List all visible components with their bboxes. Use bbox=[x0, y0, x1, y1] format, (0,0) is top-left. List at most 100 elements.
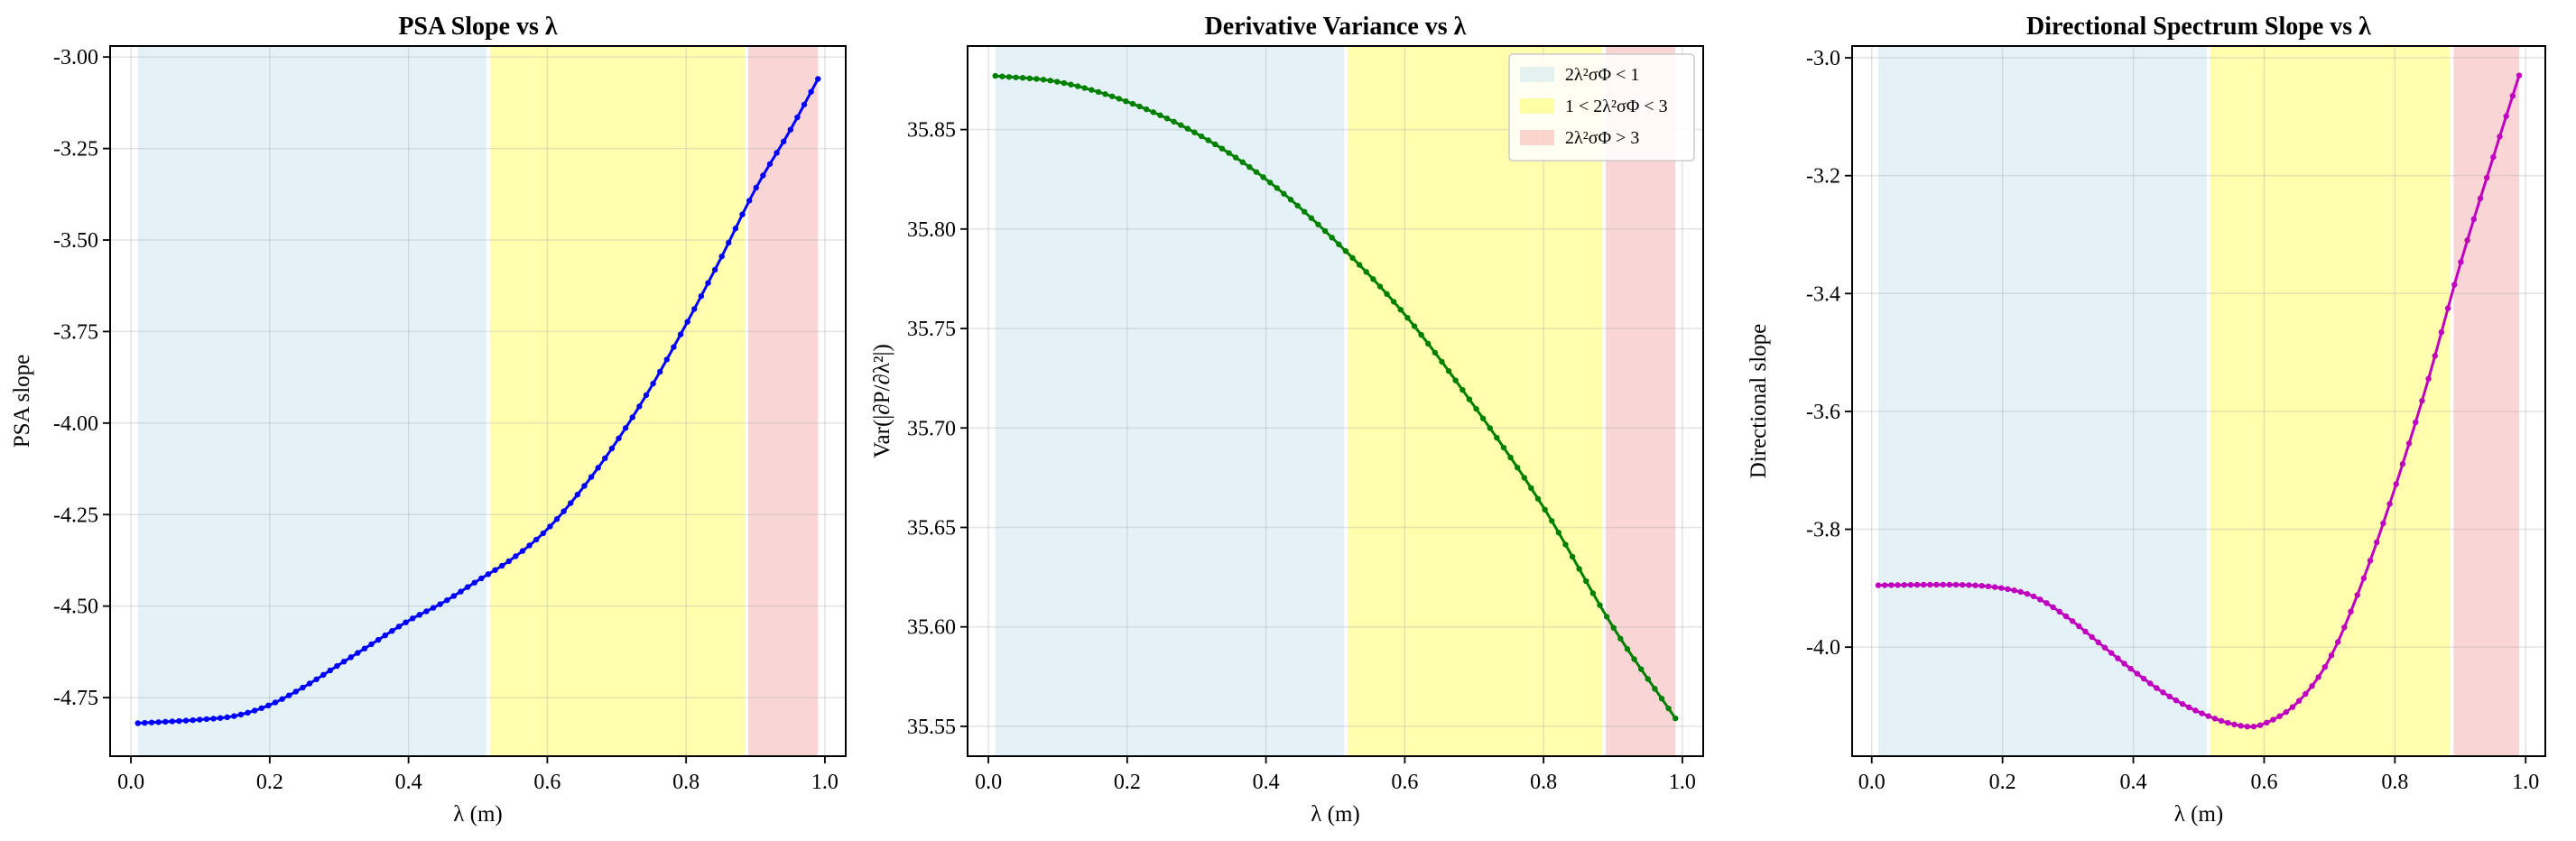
series-marker bbox=[1026, 75, 1033, 82]
series-marker bbox=[1349, 254, 1356, 262]
series-marker bbox=[2082, 628, 2089, 635]
y-tick-label: 35.80 bbox=[907, 218, 956, 242]
series-marker bbox=[1583, 578, 1589, 585]
legend-swatch bbox=[1520, 98, 1554, 114]
series-marker bbox=[2147, 680, 2154, 687]
series-marker bbox=[1494, 434, 1500, 441]
series-marker bbox=[1054, 79, 1061, 85]
series-marker bbox=[1658, 695, 1665, 702]
series-marker bbox=[574, 491, 581, 498]
series-marker bbox=[1603, 614, 1610, 620]
y-axis-label: Var(|∂P/∂λ²|) bbox=[870, 344, 894, 458]
series-marker bbox=[1617, 635, 1624, 642]
series-marker bbox=[169, 718, 176, 725]
y-tick-label: 35.75 bbox=[907, 318, 956, 341]
x-tick-label: 0.8 bbox=[1530, 771, 1557, 794]
series-marker bbox=[1425, 340, 1432, 347]
series-marker bbox=[718, 253, 725, 260]
series-marker bbox=[1260, 174, 1266, 180]
series-marker bbox=[1129, 100, 1136, 107]
series-marker bbox=[1376, 283, 1384, 290]
series-marker bbox=[485, 571, 492, 578]
series-marker bbox=[1507, 454, 1514, 461]
series-marker bbox=[2231, 721, 2238, 728]
x-tick-label: 1.0 bbox=[811, 771, 839, 794]
series-marker bbox=[2037, 596, 2043, 603]
series-marker bbox=[279, 696, 285, 702]
series-marker bbox=[2211, 716, 2219, 722]
series-marker bbox=[2399, 461, 2406, 467]
series-marker bbox=[1302, 208, 1308, 215]
series-marker bbox=[2509, 93, 2516, 99]
series-marker bbox=[1321, 227, 1329, 235]
series-marker bbox=[533, 536, 540, 543]
series-marker bbox=[1624, 646, 1631, 652]
series-marker bbox=[2244, 723, 2250, 730]
series-marker bbox=[1534, 495, 1542, 502]
series-marker bbox=[2024, 590, 2031, 597]
series-marker bbox=[245, 709, 251, 716]
chart-panel-2: 0.0 0.2 0.4 0.6 0.8 1.0 35.85 35.80 35.75 35.70 35… bbox=[870, 13, 1704, 827]
series-marker bbox=[450, 593, 458, 599]
y-tick-label: 35.85 bbox=[907, 119, 956, 143]
series-marker bbox=[2076, 623, 2082, 630]
series-marker bbox=[430, 605, 437, 611]
series-marker bbox=[478, 575, 485, 582]
series-marker bbox=[1095, 88, 1102, 96]
series-marker bbox=[2127, 665, 2134, 672]
series-marker bbox=[1329, 235, 1335, 241]
series-marker bbox=[2341, 624, 2348, 631]
series-marker bbox=[2303, 690, 2309, 698]
series-marker bbox=[1212, 141, 1219, 148]
series-marker bbox=[1597, 602, 1603, 608]
series-marker bbox=[1013, 74, 1019, 80]
shaded-region-3 bbox=[1604, 46, 1676, 756]
series-marker bbox=[1920, 581, 1927, 588]
series-marker bbox=[134, 720, 141, 726]
y-tick-label: -3.50 bbox=[53, 229, 98, 253]
series-marker bbox=[2166, 693, 2173, 700]
shaded-region-3 bbox=[2451, 46, 2520, 756]
series-marker bbox=[2283, 708, 2290, 716]
series-marker bbox=[300, 684, 306, 691]
legend-swatch bbox=[1520, 130, 1554, 145]
series-marker bbox=[753, 184, 759, 191]
series-marker bbox=[2374, 539, 2380, 546]
series-marker bbox=[2348, 608, 2354, 615]
series-marker bbox=[2503, 113, 2509, 119]
series-marker bbox=[272, 699, 279, 706]
y-tick-label: 35.70 bbox=[907, 417, 956, 440]
series-marker bbox=[677, 331, 684, 337]
series-marker bbox=[1102, 91, 1108, 97]
series-marker bbox=[698, 292, 705, 300]
series-marker bbox=[1652, 686, 1658, 692]
series-marker bbox=[1246, 163, 1253, 171]
series-marker bbox=[540, 530, 546, 537]
series-marker bbox=[458, 588, 464, 595]
axes-frame bbox=[109, 45, 847, 757]
series-line bbox=[1877, 75, 2521, 728]
x-tick-label: 0.2 bbox=[1989, 771, 2016, 794]
series-marker bbox=[1673, 715, 1679, 722]
series-marker bbox=[2464, 237, 2470, 244]
series-marker bbox=[1191, 129, 1198, 135]
series-marker bbox=[999, 73, 1005, 79]
series-marker bbox=[711, 266, 718, 273]
series-marker bbox=[732, 226, 739, 232]
shaded-region-1 bbox=[137, 46, 489, 756]
series-marker bbox=[492, 567, 498, 573]
series-marker bbox=[1081, 85, 1088, 91]
series-marker bbox=[2030, 593, 2037, 600]
series-marker bbox=[471, 579, 477, 586]
series-marker bbox=[2458, 259, 2464, 265]
series-marker bbox=[2011, 587, 2017, 594]
legend-label: 1 < 2λ²σΦ < 3 bbox=[1565, 97, 1668, 116]
series-marker bbox=[382, 632, 388, 639]
series-marker bbox=[1033, 76, 1040, 82]
series-marker bbox=[780, 138, 787, 145]
series-marker bbox=[561, 508, 567, 514]
series-marker bbox=[2289, 704, 2296, 710]
series-marker bbox=[361, 645, 368, 652]
series-marker bbox=[588, 474, 595, 480]
series-marker bbox=[1907, 581, 1914, 588]
